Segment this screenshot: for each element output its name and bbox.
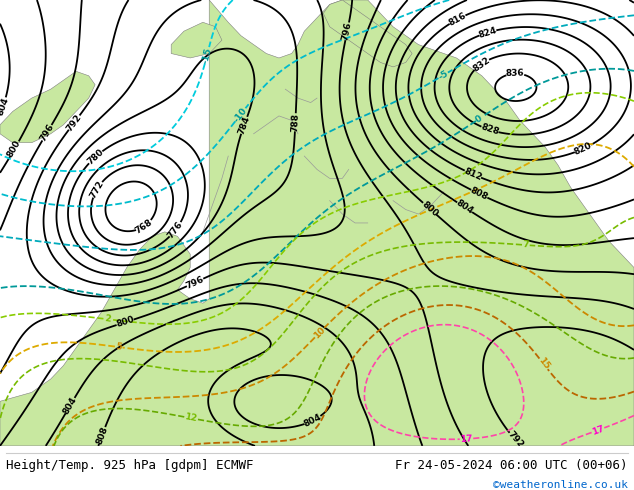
Text: 15: 15: [536, 356, 551, 371]
Text: Height/Temp. 925 hPa [gdpm] ECMWF: Height/Temp. 925 hPa [gdpm] ECMWF: [6, 459, 254, 472]
Text: 808: 808: [469, 186, 489, 202]
Text: 0: 0: [474, 113, 484, 124]
Text: 768: 768: [134, 217, 155, 235]
Text: 792: 792: [65, 112, 84, 133]
Text: 796: 796: [341, 21, 354, 42]
Text: 804: 804: [302, 412, 323, 429]
Text: 17: 17: [460, 434, 473, 444]
Text: 776: 776: [166, 220, 185, 240]
Text: 824: 824: [477, 25, 498, 40]
Text: 792: 792: [506, 430, 525, 450]
Text: 796: 796: [184, 274, 205, 291]
Text: 820: 820: [573, 141, 593, 157]
Text: Fr 24-05-2024 06:00 UTC (00+06): Fr 24-05-2024 06:00 UTC (00+06): [395, 459, 628, 472]
Text: 5: 5: [115, 342, 122, 352]
Text: 17: 17: [590, 424, 605, 437]
Text: ©weatheronline.co.uk: ©weatheronline.co.uk: [493, 480, 628, 490]
Text: 804: 804: [61, 395, 79, 416]
Text: 784: 784: [236, 115, 252, 136]
Text: -10: -10: [232, 106, 249, 124]
Text: 816: 816: [447, 11, 468, 28]
Text: 836: 836: [506, 69, 525, 78]
Text: 12: 12: [184, 413, 198, 424]
Text: 808: 808: [94, 425, 110, 446]
Text: 804: 804: [455, 198, 475, 216]
Text: 800: 800: [420, 199, 440, 218]
Text: 7: 7: [522, 240, 529, 250]
Text: 832: 832: [471, 55, 491, 73]
Text: 796: 796: [38, 122, 56, 143]
Text: 800: 800: [115, 315, 135, 329]
Text: 10: 10: [312, 325, 327, 340]
Text: 804: 804: [0, 96, 10, 116]
Text: 788: 788: [290, 113, 301, 132]
Text: 800: 800: [6, 139, 23, 159]
Text: 812: 812: [462, 167, 483, 182]
Text: 780: 780: [86, 147, 105, 167]
Text: 772: 772: [88, 179, 106, 200]
Text: 828: 828: [479, 122, 500, 137]
Text: -15: -15: [201, 46, 214, 64]
Text: 2: 2: [103, 314, 111, 324]
Text: -5: -5: [437, 69, 450, 82]
